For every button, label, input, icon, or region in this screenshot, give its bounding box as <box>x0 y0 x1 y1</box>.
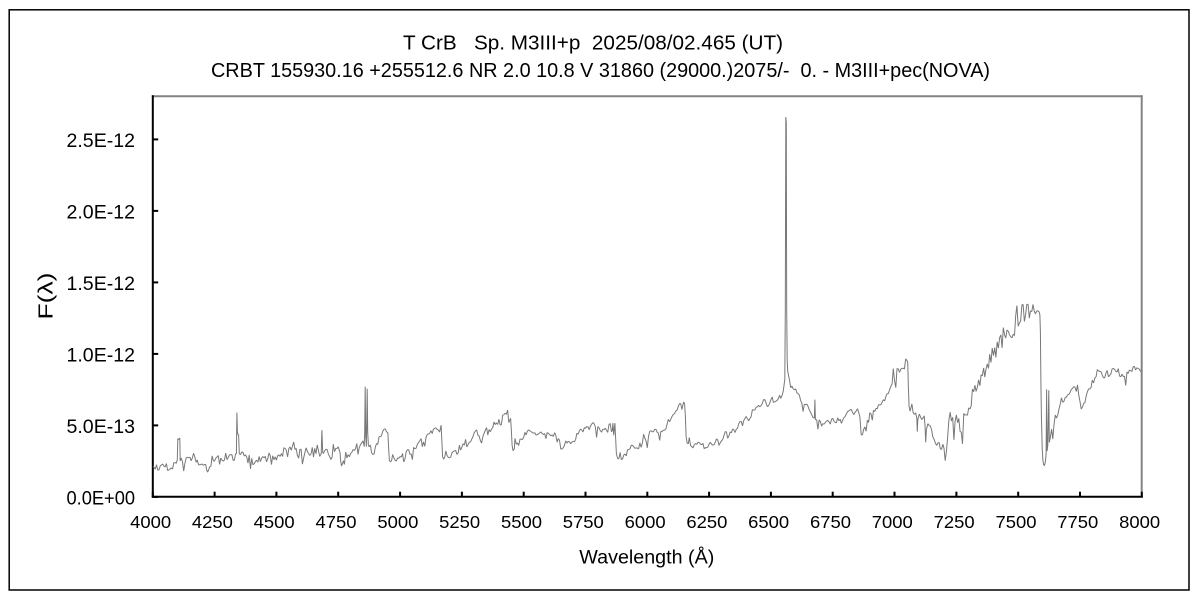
svg-text:5.0E-13: 5.0E-13 <box>67 417 136 438</box>
svg-text:6250: 6250 <box>686 512 727 532</box>
svg-text:7500: 7500 <box>996 512 1037 532</box>
svg-text:5000: 5000 <box>377 512 418 532</box>
svg-text:F(λ): F(λ) <box>36 273 58 320</box>
svg-text:0.0E+00: 0.0E+00 <box>67 489 136 510</box>
svg-text:2.5E-12: 2.5E-12 <box>67 131 136 152</box>
svg-text:Wavelength (Å): Wavelength (Å) <box>579 548 714 569</box>
svg-text:1.5E-12: 1.5E-12 <box>67 274 136 295</box>
svg-text:4000: 4000 <box>130 512 171 532</box>
svg-text:8000: 8000 <box>1119 512 1160 532</box>
svg-text:6000: 6000 <box>625 512 666 532</box>
svg-text:CRBT 155930.16 +255512.6 NR 2.: CRBT 155930.16 +255512.6 NR 2.0 10.8 V 3… <box>211 60 990 82</box>
svg-text:T CrB Sp. M3III+p 2025/08/0: T CrB Sp. M3III+p 2025/08/02.465 (UT) <box>403 32 783 55</box>
svg-text:2.0E-12: 2.0E-12 <box>67 203 136 224</box>
svg-text:5500: 5500 <box>501 512 542 532</box>
svg-text:6750: 6750 <box>810 512 851 532</box>
svg-text:4500: 4500 <box>254 512 295 532</box>
svg-text:6500: 6500 <box>748 512 789 532</box>
svg-text:5750: 5750 <box>563 512 604 532</box>
svg-text:4750: 4750 <box>316 512 357 532</box>
svg-text:5250: 5250 <box>439 512 480 532</box>
svg-text:4250: 4250 <box>192 512 233 532</box>
svg-text:7250: 7250 <box>934 512 975 532</box>
svg-text:7750: 7750 <box>1057 512 1098 532</box>
svg-text:1.0E-12: 1.0E-12 <box>67 346 136 367</box>
svg-text:7000: 7000 <box>872 512 913 532</box>
